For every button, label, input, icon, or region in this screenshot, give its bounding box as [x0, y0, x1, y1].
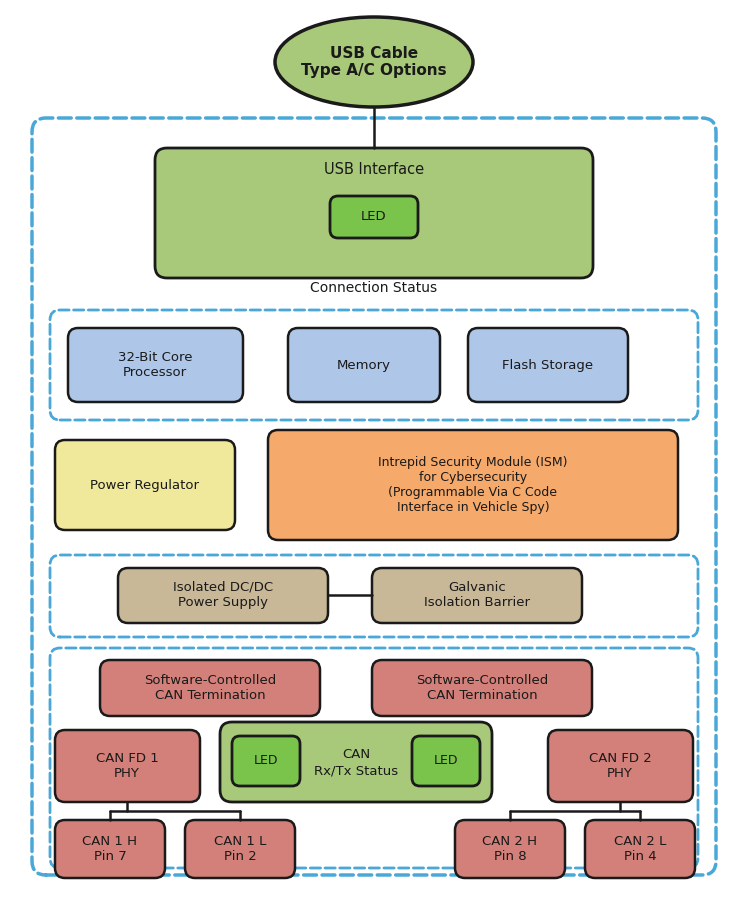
FancyBboxPatch shape [288, 328, 440, 402]
Text: CAN 2 L
Pin 4: CAN 2 L Pin 4 [614, 835, 666, 863]
FancyBboxPatch shape [372, 660, 592, 716]
Text: Software-Controlled
CAN Termination: Software-Controlled CAN Termination [416, 674, 548, 702]
Text: Power Regulator: Power Regulator [91, 479, 200, 491]
FancyBboxPatch shape [185, 820, 295, 878]
Text: CAN 1 H
Pin 7: CAN 1 H Pin 7 [82, 835, 138, 863]
Text: Connection Status: Connection Status [310, 281, 438, 295]
Text: USB Cable
Type A/C Options: USB Cable Type A/C Options [301, 46, 447, 78]
Text: Galvanic
Isolation Barrier: Galvanic Isolation Barrier [424, 581, 530, 609]
FancyBboxPatch shape [330, 196, 418, 238]
Text: LED: LED [361, 211, 387, 223]
Text: Rx/Tx Status: Rx/Tx Status [314, 764, 398, 778]
FancyBboxPatch shape [585, 820, 695, 878]
Text: LED: LED [434, 754, 459, 768]
Text: Software-Controlled
CAN Termination: Software-Controlled CAN Termination [144, 674, 276, 702]
FancyBboxPatch shape [55, 820, 165, 878]
Text: USB Interface: USB Interface [324, 163, 424, 177]
Ellipse shape [275, 17, 473, 107]
FancyBboxPatch shape [468, 328, 628, 402]
FancyBboxPatch shape [55, 730, 200, 802]
Text: CAN 2 H
Pin 8: CAN 2 H Pin 8 [482, 835, 538, 863]
FancyBboxPatch shape [232, 736, 300, 786]
Text: Intrepid Security Module (ISM)
for Cybersecurity
(Programmable Via C Code
Interf: Intrepid Security Module (ISM) for Cyber… [378, 456, 568, 514]
FancyBboxPatch shape [118, 568, 328, 623]
Text: Isolated DC/DC
Power Supply: Isolated DC/DC Power Supply [173, 581, 273, 609]
FancyBboxPatch shape [68, 328, 243, 402]
Text: CAN 1 L
Pin 2: CAN 1 L Pin 2 [214, 835, 266, 863]
FancyBboxPatch shape [455, 820, 565, 878]
Text: 32-Bit Core
Processor: 32-Bit Core Processor [117, 351, 192, 379]
FancyBboxPatch shape [548, 730, 693, 802]
Text: LED: LED [254, 754, 278, 768]
FancyBboxPatch shape [268, 430, 678, 540]
Text: Memory: Memory [337, 358, 391, 372]
Text: CAN FD 2
PHY: CAN FD 2 PHY [589, 752, 652, 780]
FancyBboxPatch shape [55, 440, 235, 530]
FancyBboxPatch shape [372, 568, 582, 623]
Text: Flash Storage: Flash Storage [503, 358, 594, 372]
Text: CAN FD 1
PHY: CAN FD 1 PHY [96, 752, 159, 780]
FancyBboxPatch shape [155, 148, 593, 278]
FancyBboxPatch shape [100, 660, 320, 716]
FancyBboxPatch shape [220, 722, 492, 802]
Text: CAN: CAN [342, 748, 370, 760]
FancyBboxPatch shape [412, 736, 480, 786]
